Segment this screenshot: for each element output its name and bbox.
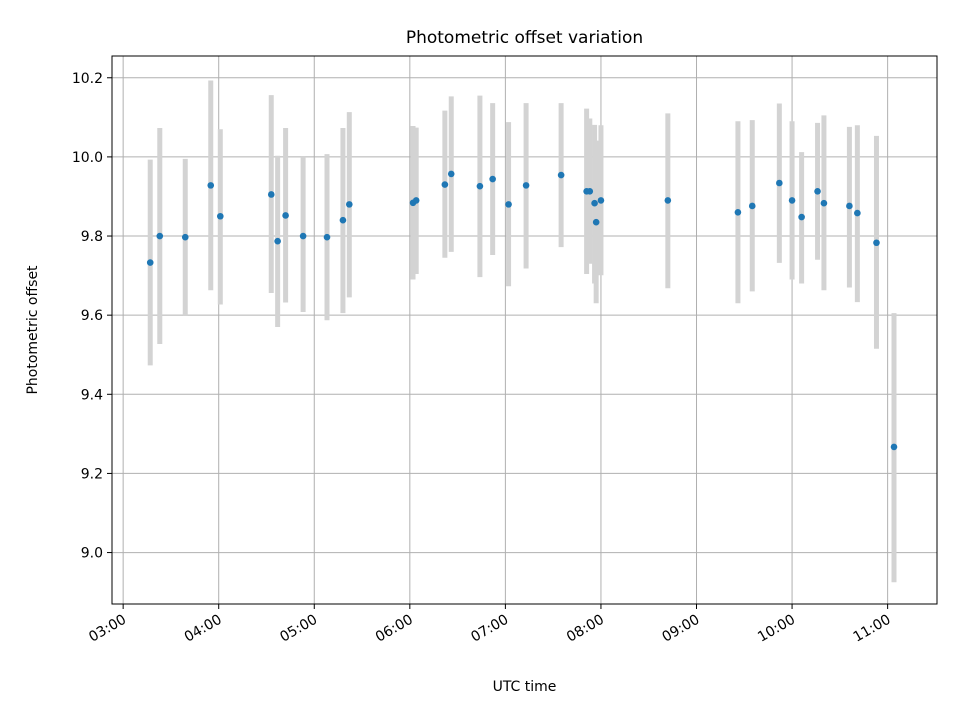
data-point [505,201,512,208]
data-point [412,197,420,204]
data-point [664,197,672,204]
data-point [586,188,594,195]
data-point [557,171,565,179]
data-point [788,197,796,204]
data-point [890,443,898,451]
data-point [267,191,275,198]
data-point [441,181,449,188]
data-point [207,182,215,189]
data-point [181,233,189,241]
data-point [592,218,600,226]
y-tick-label: 9.0 [81,546,103,562]
data-point [820,199,828,207]
data-point [873,239,880,247]
data-point [591,199,598,207]
data-points [146,170,898,451]
data-point [146,259,154,266]
data-point [597,197,605,204]
y-tick-label: 9.8 [81,229,103,245]
y-tick-label: 9.2 [81,466,103,482]
data-point [798,213,805,221]
y-tick-label: 9.6 [81,308,103,324]
y-axis: 9.0 9.2 9.4 9.6 9.8 10.0 10.2 [72,71,112,562]
data-point [846,202,853,210]
data-point [156,232,164,240]
data-point [299,232,307,240]
data-point [476,182,484,190]
y-tick-label: 10.0 [72,150,103,166]
data-point [776,179,783,187]
data-point [217,212,224,220]
y-axis-label: Photometric offset [25,265,41,395]
chart-title: Photometric offset variation [406,28,643,48]
data-point [814,188,821,195]
data-point [339,216,347,224]
data-point [854,209,861,217]
plot-frame [111,55,938,605]
data-point [447,170,455,178]
data-point [734,208,742,216]
data-point [282,212,289,219]
data-point [346,201,353,208]
x-axis-label: UTC time [493,679,557,695]
data-point [522,182,530,189]
y-tick-label: 10.2 [72,71,103,87]
data-point [748,202,756,210]
y-tick-label: 9.4 [81,387,103,403]
data-point [323,233,331,241]
data-point [489,175,496,183]
data-point [274,237,281,245]
